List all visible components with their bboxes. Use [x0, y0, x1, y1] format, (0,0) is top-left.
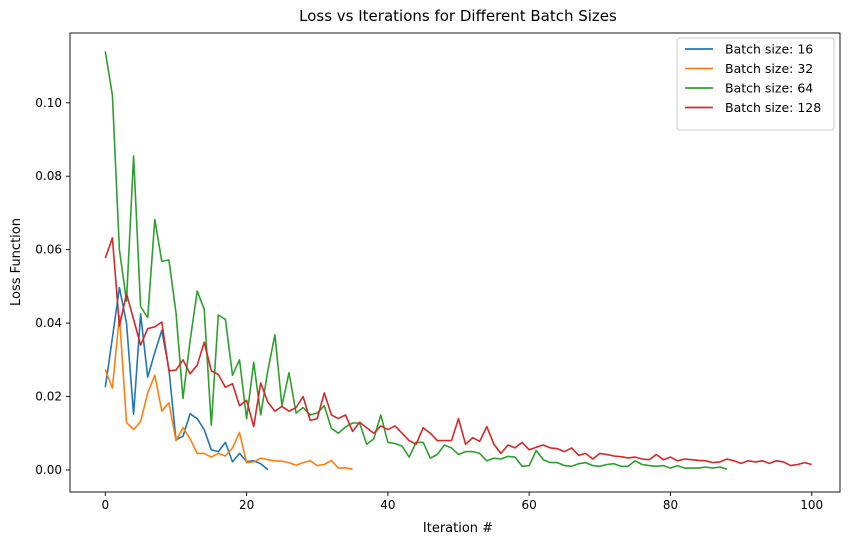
legend-box	[676, 37, 835, 131]
legend-label-1: Batch size: 16	[725, 42, 813, 57]
chart-title: Loss vs Iterations for Different Batch S…	[299, 7, 617, 25]
y-tick-label: 0.10	[35, 96, 62, 110]
y-axis-label: Loss Function	[9, 218, 24, 306]
legend-label-4: Batch size: 128	[725, 100, 821, 115]
legend-label-3: Batch size: 64	[725, 81, 813, 96]
y-tick-label: 0.00	[35, 463, 62, 477]
legend-label-2: Batch size: 32	[725, 61, 813, 76]
x-tick-label: 60	[522, 498, 537, 512]
y-tick-label: 0.06	[35, 243, 62, 257]
series-line-2	[104, 314, 353, 470]
y-tick-label: 0.02	[35, 390, 62, 404]
series-layer	[104, 51, 812, 471]
legend: Batch size: 16 Batch size: 32 Batch size: …	[676, 37, 835, 131]
y-tick-label: 0.04	[35, 316, 62, 330]
x-tick-label: 100	[800, 498, 823, 512]
x-axis-label: Iteration #	[423, 521, 493, 536]
plot-frame	[69, 32, 841, 493]
x-tick-label: 40	[380, 498, 395, 512]
series-line-4	[104, 237, 812, 467]
series-line-1	[104, 286, 269, 471]
x-tick-label: 0	[102, 498, 110, 512]
x-tick-label: 20	[239, 498, 254, 512]
x-axis-ticks: 0 20 40 60 80 100	[102, 492, 823, 512]
y-axis-ticks: 0.00 0.02 0.04 0.06 0.08 0.10	[35, 96, 70, 477]
y-tick-label: 0.08	[35, 169, 62, 183]
x-tick-label: 80	[663, 498, 678, 512]
